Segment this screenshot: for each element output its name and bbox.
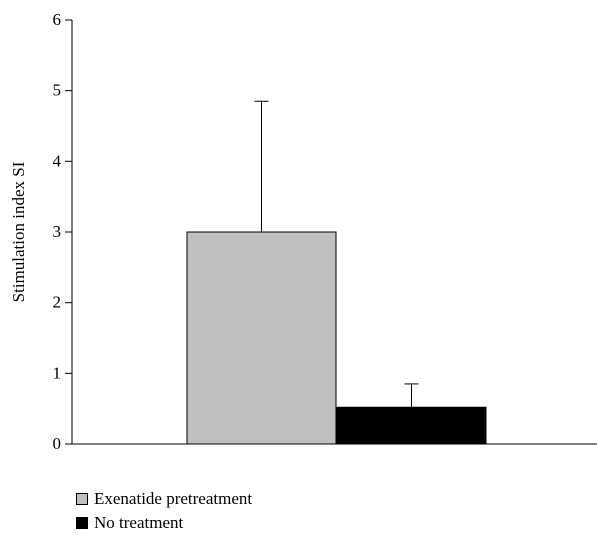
y-tick-label-4: 4 [53,151,62,170]
y-tick-label-5: 5 [53,81,62,100]
legend-swatch-no-treatment [76,517,88,529]
y-tick-label-0: 0 [53,434,62,453]
bar-no-treatment [337,407,486,444]
legend-label-exenatide: Exenatide pretreatment [94,487,252,511]
legend-item-no-treatment: No treatment [76,511,252,535]
y-tick-label-6: 6 [53,10,62,29]
legend-item-exenatide: Exenatide pretreatment [76,487,252,511]
y-tick-label-1: 1 [53,363,62,382]
bar-exenatide-pretreatment [187,232,336,444]
legend-swatch-exenatide [76,493,88,505]
y-tick-label-3: 3 [53,222,62,241]
bars-layer [187,232,486,444]
legend: Exenatide pretreatment No treatment [76,487,252,535]
legend-label-no-treatment: No treatment [94,511,183,535]
y-axis-label: Stimulation index SI [9,161,28,302]
y-tick-label-2: 2 [53,293,62,312]
